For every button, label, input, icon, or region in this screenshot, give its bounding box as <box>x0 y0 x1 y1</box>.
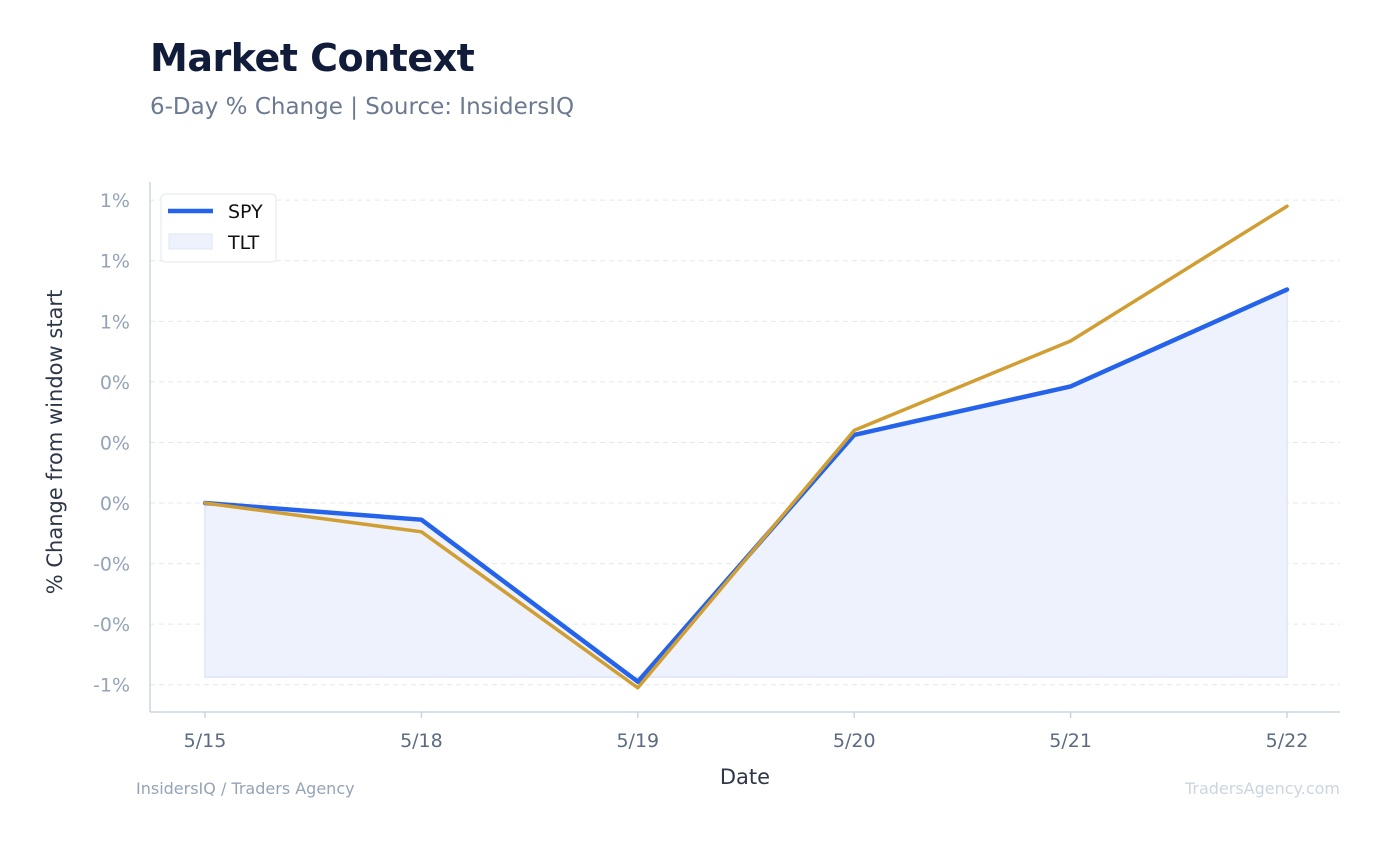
y-tick-label: 1% <box>100 190 130 212</box>
axes: -1% -0% -0% 0% 0% 0% 1% 1% 1% 5/15 5/18 5/19 5/20 5/2… <box>43 182 1340 789</box>
x-tick-label: 5/18 <box>400 730 443 752</box>
x-tick-label: 5/20 <box>833 730 876 752</box>
y-tick-label: 1% <box>100 311 130 333</box>
legend-label-spy: SPY <box>228 201 263 223</box>
footer-site-link[interactable]: TradersAgency.com <box>1184 779 1340 798</box>
y-axis-title: % Change from window start <box>43 290 67 595</box>
x-tick-label: 5/21 <box>1049 730 1092 752</box>
tlt-line <box>203 204 1289 690</box>
x-tick-label: 5/15 <box>184 730 227 752</box>
y-tick-label: -0% <box>93 614 130 636</box>
x-tick-label: 5/19 <box>616 730 659 752</box>
chart-subtitle: 6-Day % Change | Source: InsidersIQ <box>150 94 575 120</box>
y-tick-label: 0% <box>100 432 130 454</box>
y-tick-label: 0% <box>100 372 130 394</box>
y-tick-label: 1% <box>100 251 130 273</box>
spy-area <box>204 288 1288 683</box>
legend: SPY TLT <box>160 193 277 263</box>
series-lines <box>202 204 1290 690</box>
y-tick-label: -1% <box>93 675 130 697</box>
x-axis-title: Date <box>720 765 770 789</box>
x-tick-label: 5/22 <box>1266 730 1309 752</box>
y-tick-label: 0% <box>100 493 130 515</box>
footer-credit: InsidersIQ / Traders Agency <box>136 779 355 798</box>
area-fill <box>204 288 1288 683</box>
chart-title: Market Context <box>150 36 475 80</box>
y-tick-label: -0% <box>93 554 130 576</box>
legend-swatch-tlt <box>168 233 213 250</box>
legend-label-tlt: TLT <box>227 232 260 254</box>
